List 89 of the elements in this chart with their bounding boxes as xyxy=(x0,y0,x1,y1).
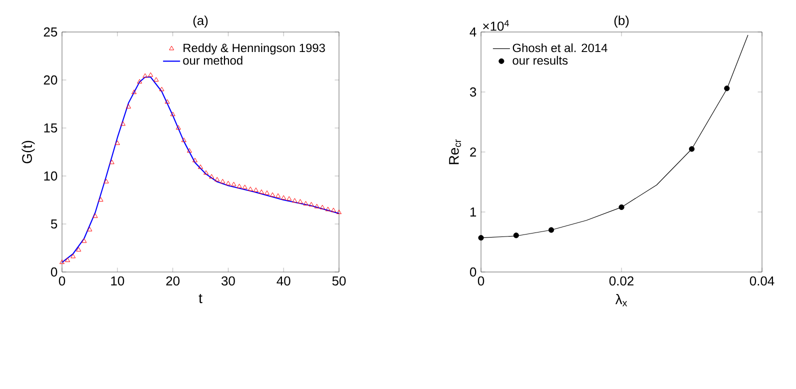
x-tick-label: 0 xyxy=(58,276,66,286)
point xyxy=(330,208,336,212)
point xyxy=(281,195,286,200)
point xyxy=(688,146,695,152)
x-tick-label: 20 xyxy=(166,276,180,286)
point xyxy=(258,189,264,194)
y-axis-title: G(t) xyxy=(22,140,35,164)
y-tick-label: 2 xyxy=(470,147,476,157)
point xyxy=(142,73,148,78)
point xyxy=(548,227,554,233)
y-tick-label: 0 xyxy=(470,267,476,277)
point xyxy=(231,182,236,186)
x-tick-label: 30 xyxy=(222,276,235,286)
point xyxy=(236,184,242,188)
point xyxy=(104,178,109,184)
x-axis-title: λ$_{x}$ xyxy=(615,294,628,306)
y-tick-label: 5 xyxy=(50,219,58,229)
legend-label: Ghosh et al. 2014 xyxy=(512,43,608,52)
point xyxy=(164,99,170,104)
point xyxy=(253,188,258,192)
point xyxy=(126,104,131,108)
point xyxy=(204,170,209,175)
point xyxy=(286,196,292,201)
point xyxy=(336,210,342,214)
point xyxy=(248,186,253,191)
point xyxy=(478,235,484,241)
point xyxy=(109,160,114,164)
x-tick-label: 0 xyxy=(478,276,484,286)
point xyxy=(114,140,120,145)
point xyxy=(82,238,87,243)
point xyxy=(276,193,281,198)
point xyxy=(209,174,214,179)
point xyxy=(92,213,98,218)
point xyxy=(308,202,314,206)
chart-title: (b) xyxy=(614,16,629,28)
point xyxy=(137,79,142,84)
point xyxy=(186,148,192,153)
point xyxy=(70,254,76,258)
point xyxy=(292,198,298,203)
point xyxy=(325,206,330,212)
point xyxy=(120,121,126,126)
y-tick-label: 20 xyxy=(44,75,58,85)
point xyxy=(220,178,226,184)
point xyxy=(303,201,308,206)
point xyxy=(314,204,320,208)
point xyxy=(270,192,276,197)
legend-label: our method xyxy=(183,56,242,65)
y-tick-label: 3 xyxy=(470,87,476,97)
point xyxy=(159,86,164,92)
point xyxy=(320,204,325,210)
y-tick-label: 1 xyxy=(470,208,476,216)
point xyxy=(198,164,203,169)
point xyxy=(618,204,624,210)
point xyxy=(154,77,159,82)
y-tick-label: 0 xyxy=(50,267,58,277)
line-series xyxy=(61,76,340,263)
x-tick-label: 10 xyxy=(111,276,124,286)
point xyxy=(724,86,730,92)
point xyxy=(148,72,154,77)
y-tick-label: 10 xyxy=(44,171,58,181)
point xyxy=(132,90,137,94)
point xyxy=(513,232,519,238)
point xyxy=(226,180,231,186)
y-tick-label: 4 xyxy=(470,28,476,36)
y-axis-title: Re$_{cr}$ xyxy=(449,139,461,164)
point xyxy=(214,177,220,182)
y-tick-label: 15 xyxy=(44,123,58,133)
point xyxy=(98,197,104,202)
x-tick-label: 0.04 xyxy=(750,276,774,286)
point xyxy=(65,258,70,262)
x-axis-title: t xyxy=(198,294,202,304)
x-tick-label: 0.02 xyxy=(609,276,634,286)
x-tick-label: 40 xyxy=(276,276,290,286)
point xyxy=(181,138,186,142)
x-tick-label: 50 xyxy=(332,276,346,286)
point xyxy=(298,199,303,204)
text: ×10$^{4}$ xyxy=(483,20,509,31)
chart-title: (a) xyxy=(193,16,208,28)
point xyxy=(176,125,181,130)
point xyxy=(60,260,64,264)
point xyxy=(242,184,248,190)
y-tick-label: 25 xyxy=(44,27,58,37)
legend-label: Reddy & Henningson 1993 xyxy=(184,43,325,55)
point xyxy=(87,226,92,232)
point xyxy=(192,158,198,162)
point xyxy=(76,247,82,252)
point xyxy=(170,112,176,116)
point xyxy=(264,190,270,195)
legend-label: our results xyxy=(512,56,568,65)
